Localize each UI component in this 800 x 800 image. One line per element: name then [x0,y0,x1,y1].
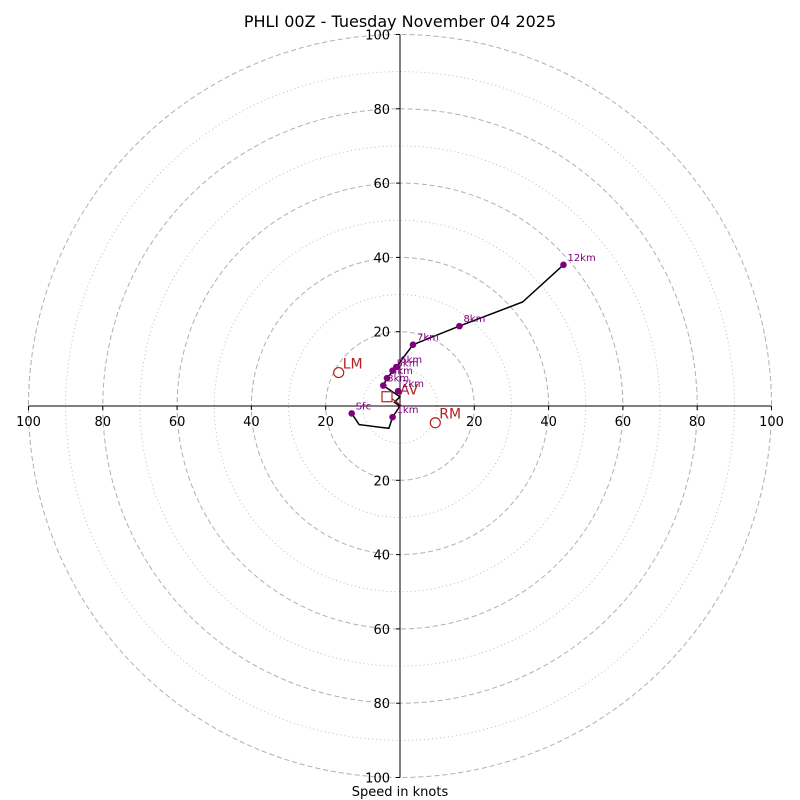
tick-label-top-40: 40 [373,251,390,266]
hodograph-trace-line [351,264,565,430]
tick-label-bottom-20: 20 [373,474,390,489]
mean-wind-label: AV [400,383,419,399]
tick-label-left-40: 40 [243,415,260,430]
point-label-4km: 4km [391,366,413,377]
left-mover-marker [333,366,345,379]
tick-label-right-60: 60 [615,415,632,430]
tick-label-right-100: 100 [759,415,784,430]
point-label-12km: 12km [567,253,595,264]
tick-label-left-80: 80 [95,415,112,430]
point-label-3km: 3km [387,374,409,385]
chart-title: PHLI 00Z - Tuesday November 04 2025 [244,12,556,31]
tick-label-bottom-60: 60 [373,623,390,638]
point-label-7km: 7km [417,333,439,344]
point-6km [392,363,400,371]
tick-label-top-100: 100 [365,29,390,44]
tick-label-bottom-100: 100 [365,772,390,787]
tick-label-bottom-40: 40 [373,549,390,564]
point-label-8km: 8km [463,314,485,325]
point-7km [409,341,417,349]
tick-label-top-20: 20 [373,326,390,341]
mean-wind-marker [381,391,393,403]
storm-motion: AV LM RM [333,357,461,429]
point-label-6km: 6km [400,355,422,366]
point-label-2km: 2km [402,379,424,390]
point-4km [383,374,391,382]
tick-label-left-100: 100 [16,415,41,430]
tick-label-right-20: 20 [466,415,483,430]
point-label-1km: 1km [397,405,419,416]
left-mover-label: LM [343,357,363,373]
tick-label-left-20: 20 [317,415,334,430]
tick-label-right-40: 40 [540,415,557,430]
point-3km [379,382,387,389]
point-1km [389,413,396,421]
point-2km [394,387,402,395]
tick-label-left-60: 60 [169,415,186,430]
wind-trace [351,264,565,430]
point-label-5km: 5km [397,359,419,370]
point-8km [456,322,463,330]
tick-label-top-60: 60 [373,177,390,192]
x-axis-label: Speed in knots [352,785,449,800]
tick-label-bottom-80: 80 [373,697,390,712]
point-label-sfc: Sfc [356,401,371,412]
right-mover-marker [429,417,441,429]
tick-label-right-80: 80 [689,415,706,430]
right-mover-label: RM [439,407,461,423]
mean-wind-arrow [391,398,403,407]
tick-labels: 100 80 60 40 20 20 40 60 80 100 100 80 60 40 20 20 40 60 8… [16,29,784,787]
point-12km [560,261,567,269]
tick-label-top-80: 80 [373,103,390,118]
point-sfc [348,410,356,417]
